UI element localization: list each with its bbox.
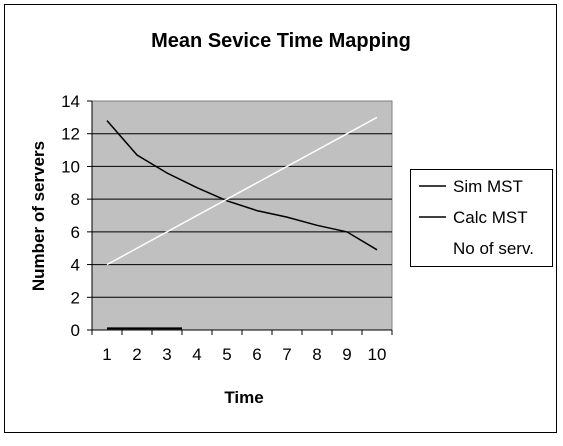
x-tick-label: 3	[162, 345, 171, 364]
x-tick-label: 9	[342, 345, 351, 364]
x-tick-label: 1	[102, 345, 111, 364]
x-tick-label: 8	[312, 345, 321, 364]
x-tick-label: 7	[282, 345, 291, 364]
y-tick-label: 8	[71, 190, 80, 209]
y-tick-label: 2	[71, 288, 80, 307]
chart-title: Mean Sevice Time Mapping	[151, 30, 411, 52]
series-lines	[106, 116, 378, 330]
y-tick-label: 6	[71, 223, 80, 242]
legend-label: Calc MST	[453, 208, 528, 227]
y-tick-label: 0	[71, 321, 80, 340]
plot-area	[91, 100, 393, 331]
y-axis-title: Number of servers	[29, 141, 48, 291]
y-tick-label: 10	[61, 157, 80, 176]
series-line-no-of-serv	[106, 116, 378, 266]
x-axis-ticks: 1 2 3 4 5 6 7 8 9 10	[91, 329, 393, 364]
x-tick-label: 6	[252, 345, 261, 364]
grid-lines	[92, 133, 392, 298]
y-axis-ticks: 0 2 4 6 8 10 12 14	[61, 92, 93, 340]
series-line-sim-mst	[106, 120, 378, 251]
x-tick-label: 4	[192, 345, 201, 364]
x-axis-title: Time	[224, 388, 263, 407]
legend-label: No of serv.	[453, 239, 534, 258]
y-tick-label: 12	[61, 125, 80, 144]
y-tick-label: 14	[61, 92, 80, 111]
x-tick-label: 10	[368, 345, 387, 364]
x-tick-label: 2	[132, 345, 141, 364]
y-tick-label: 4	[71, 256, 80, 275]
legend-label: Sim MST	[453, 177, 523, 196]
x-tick-label: 5	[222, 345, 231, 364]
legend: Sim MST Calc MST No of serv.	[419, 177, 534, 258]
